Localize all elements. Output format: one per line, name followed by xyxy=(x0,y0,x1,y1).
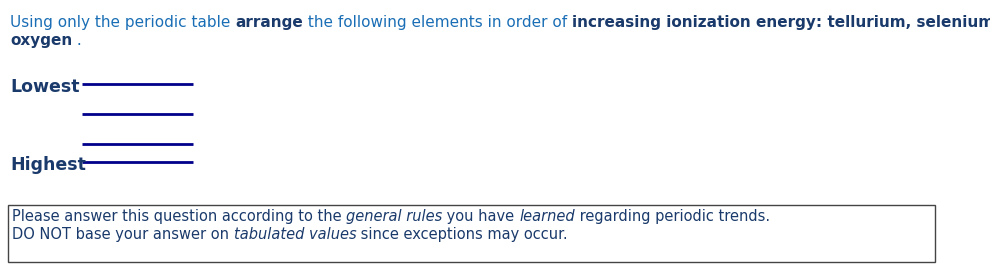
Text: regarding periodic trends.: regarding periodic trends. xyxy=(575,209,770,224)
Text: the following elements in order of: the following elements in order of xyxy=(303,15,572,30)
Text: base your answer on: base your answer on xyxy=(71,227,234,242)
Text: .: . xyxy=(72,33,82,48)
Text: Using only the periodic table: Using only the periodic table xyxy=(10,15,236,30)
Text: since exceptions may occur.: since exceptions may occur. xyxy=(356,227,568,242)
Text: Lowest: Lowest xyxy=(10,78,79,96)
Text: oxygen: oxygen xyxy=(10,33,72,48)
Text: DO NOT: DO NOT xyxy=(12,227,71,242)
Text: general rules: general rules xyxy=(346,209,443,224)
Text: Highest: Highest xyxy=(10,156,86,174)
Text: tabulated values: tabulated values xyxy=(234,227,356,242)
Text: arrange: arrange xyxy=(236,15,303,30)
Bar xyxy=(8,205,935,262)
Text: you have: you have xyxy=(443,209,519,224)
Text: increasing ionization energy: tellurium, selenium, sulfur,: increasing ionization energy: tellurium,… xyxy=(572,15,990,30)
Text: learned: learned xyxy=(519,209,575,224)
Text: Please answer this question according to the: Please answer this question according to… xyxy=(12,209,346,224)
